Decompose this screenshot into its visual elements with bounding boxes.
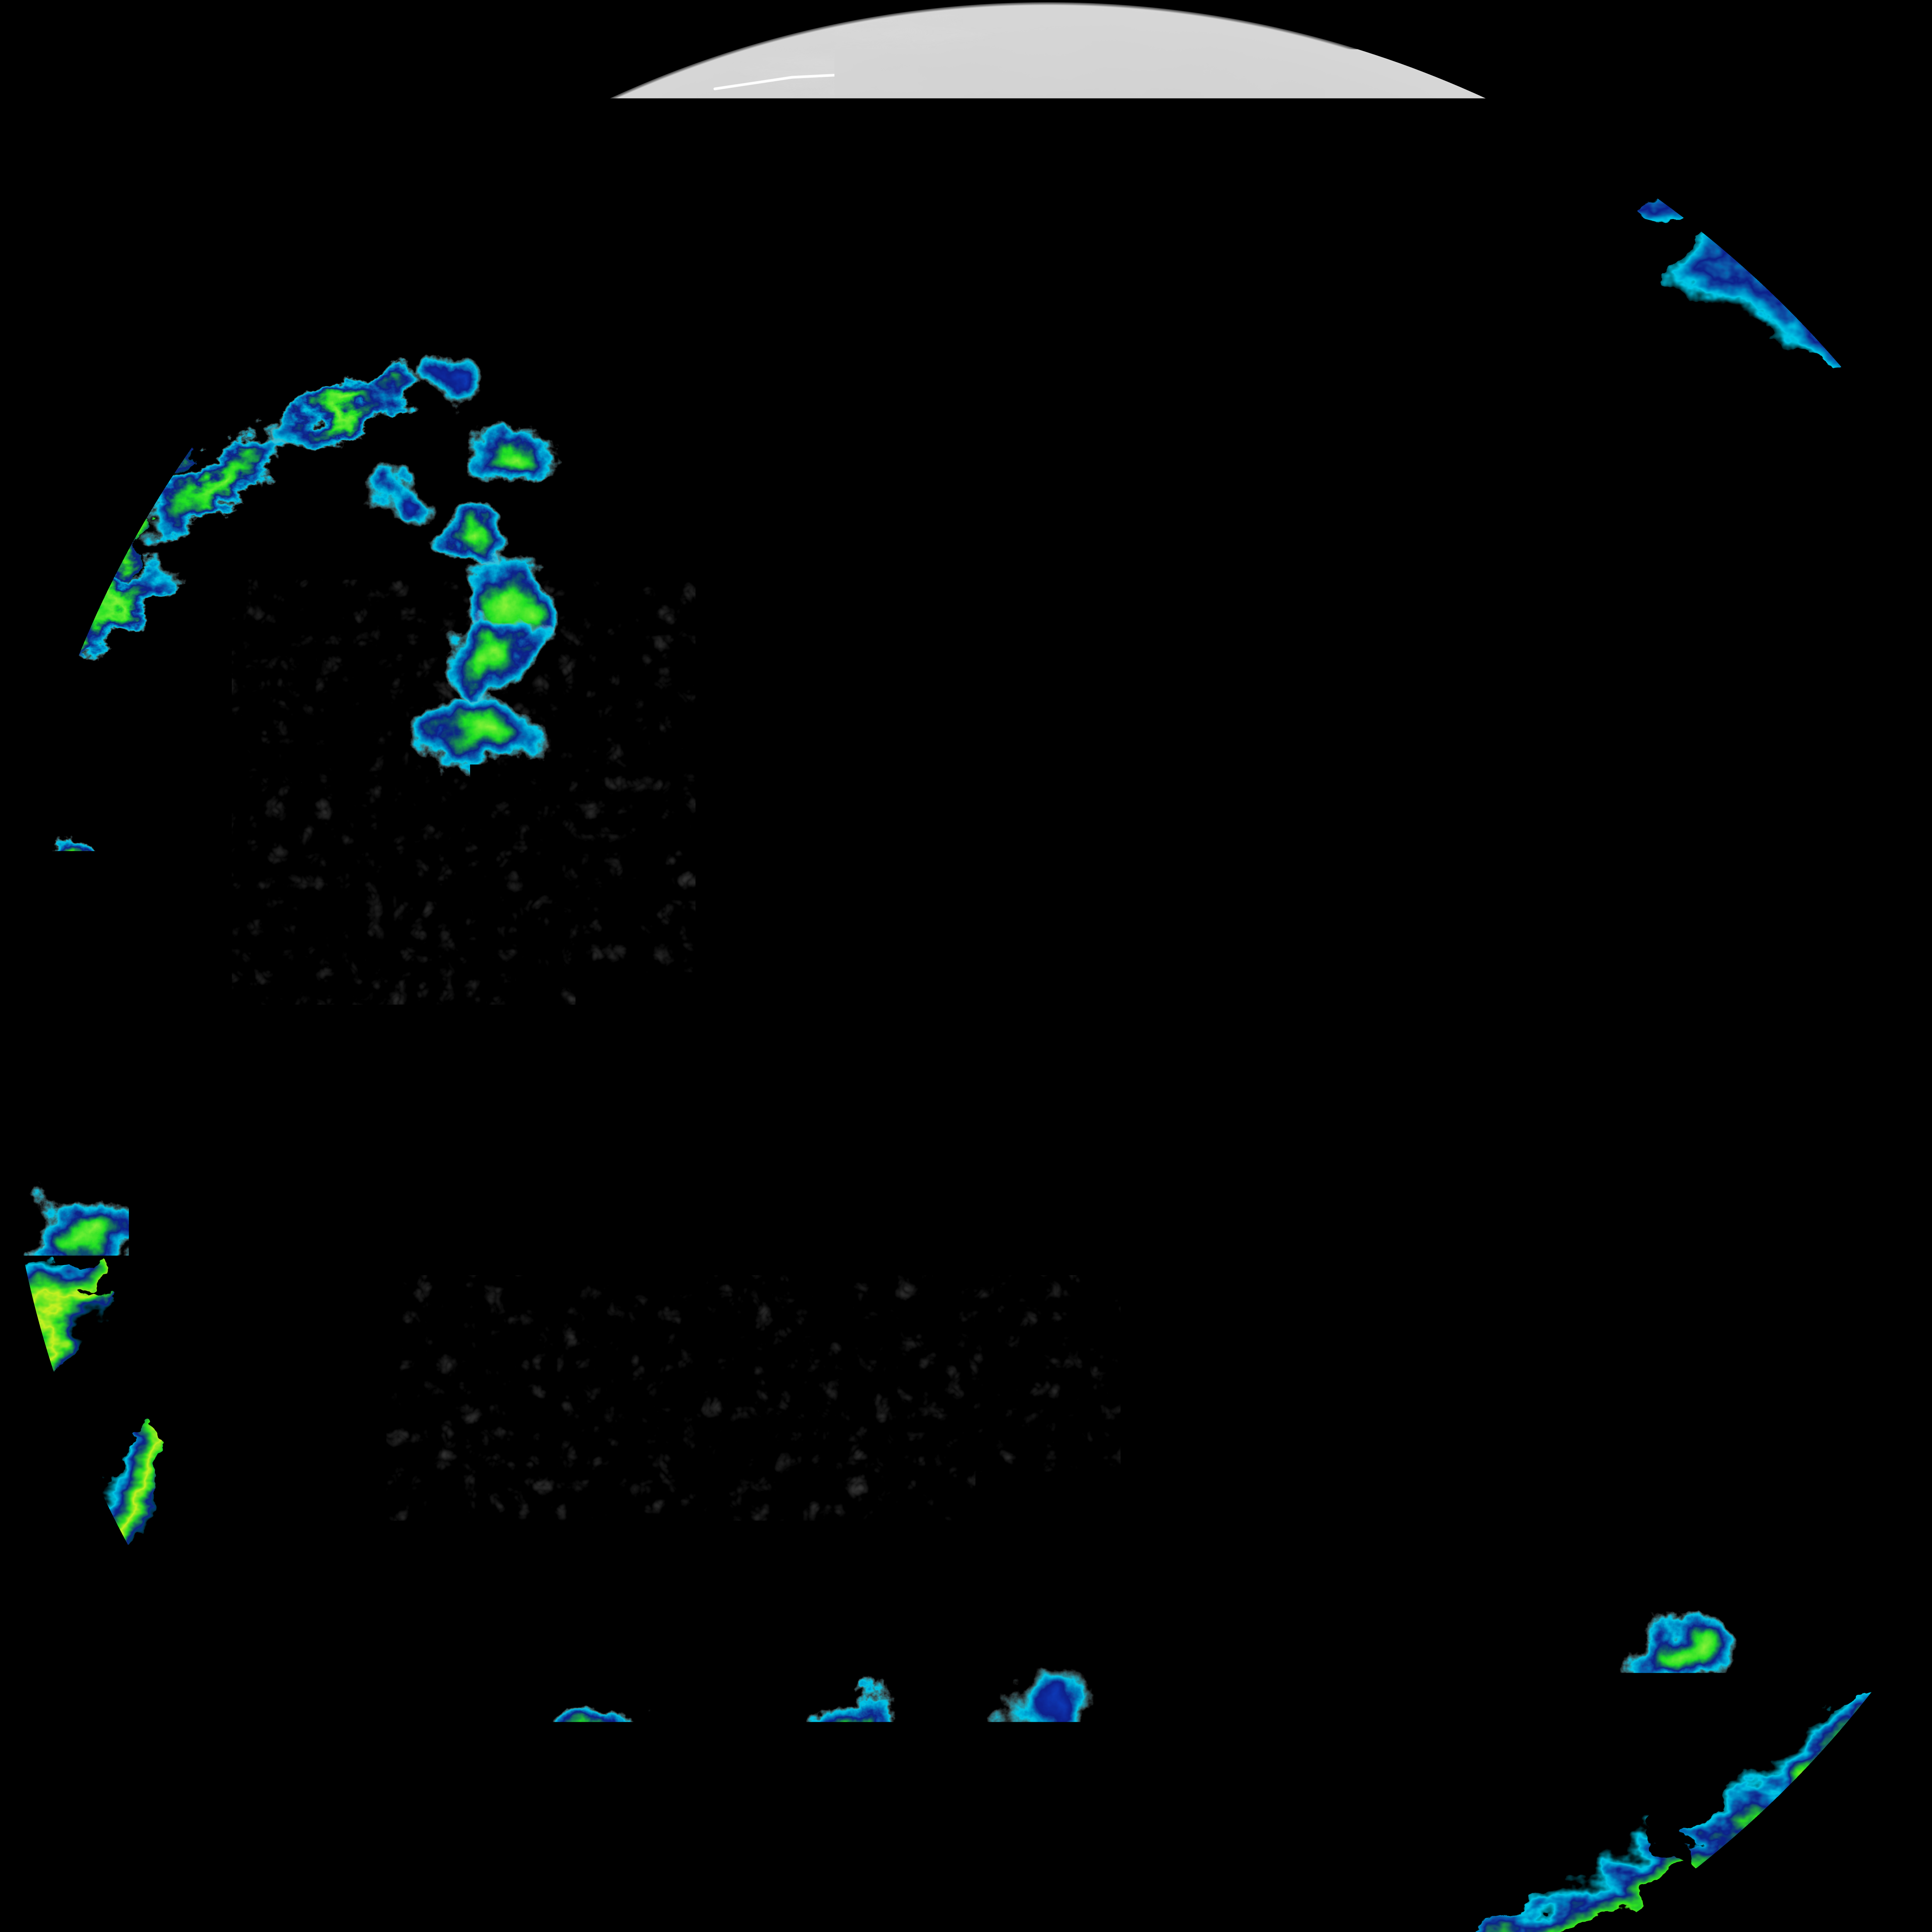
earth-full-disk bbox=[0, 0, 1932, 1932]
satellite-image-viewport: GOES Full Disk Infrared Satellite Imager… bbox=[0, 0, 1932, 1932]
full-disk-render bbox=[0, 0, 1932, 1932]
